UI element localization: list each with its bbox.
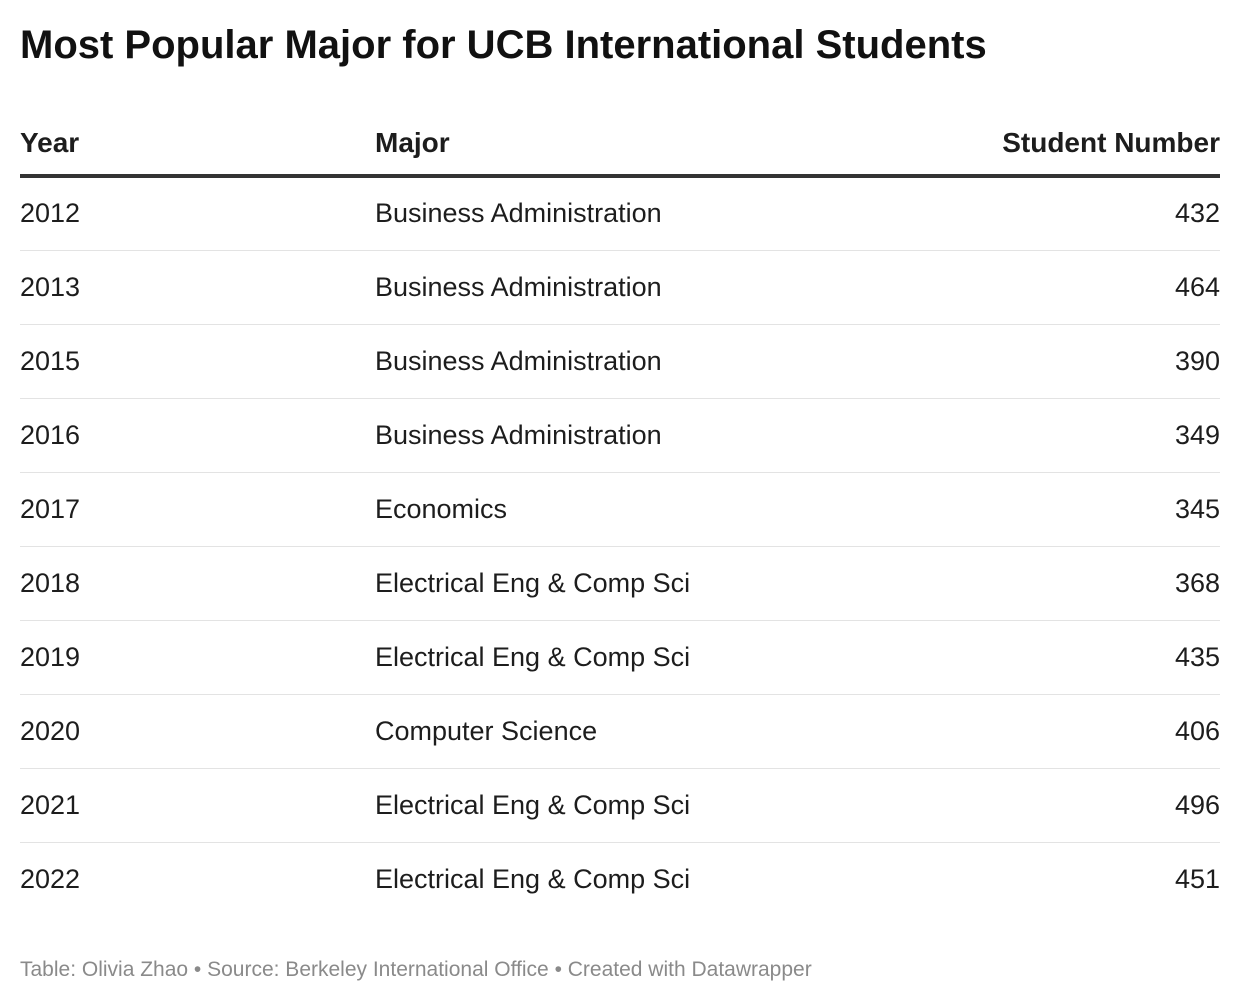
table-row: 2018 Electrical Eng & Comp Sci 368 <box>20 546 1220 621</box>
chart-title: Most Popular Major for UCB International… <box>20 23 987 67</box>
student-number-cell: 435 <box>920 620 1220 695</box>
student-number-cell: 349 <box>920 398 1220 473</box>
table-row: 2021 Electrical Eng & Comp Sci 496 <box>20 768 1220 843</box>
student-number-cell: 368 <box>920 546 1220 621</box>
column-header-year: Year <box>20 112 375 178</box>
table-row: 2020 Computer Science 406 <box>20 694 1220 769</box>
table-row: 2013 Business Administration 464 <box>20 250 1220 325</box>
major-cell: Electrical Eng & Comp Sci <box>375 546 920 621</box>
student-number-cell: 451 <box>1174 863 1220 894</box>
year-cell: 2015 <box>20 324 375 399</box>
student-number-cell: 390 <box>920 324 1220 399</box>
table-body: 2012 Business Administration 432 2013 Busine… <box>20 176 1220 916</box>
column-header-student-number: Student Number <box>920 112 1220 178</box>
major-cell: Business Administration <box>375 176 920 251</box>
year-cell: 2021 <box>20 768 375 843</box>
major-cell: Business Administration <box>375 398 920 473</box>
table-row: 2015 Business Administration 390 <box>20 324 1220 399</box>
major-cell: Electrical Eng & Comp Sci <box>375 620 920 695</box>
major-cell: Business Administration <box>375 250 920 325</box>
major-cell: Electrical Eng & Comp Sci <box>375 768 920 843</box>
table-row: 2016 Business Administration 349 <box>20 398 1220 473</box>
major-cell: Economics <box>375 472 920 547</box>
major-cell: Business Administration <box>375 324 920 399</box>
year-cell: 2016 <box>20 398 375 473</box>
student-number-cell: 464 <box>920 250 1220 325</box>
year-cell: 2012 <box>20 176 375 251</box>
year-cell: 2020 <box>20 694 375 769</box>
major-cell: Electrical Eng & Comp Sci <box>375 863 691 894</box>
year-cell: 2018 <box>20 546 375 621</box>
major-cell: Computer Science <box>375 694 920 769</box>
header-row: Year Major Student Number <box>20 112 1220 178</box>
student-number-cell: 432 <box>920 176 1220 251</box>
data-table: Year Major Student Number 2012 Business A… <box>20 112 1220 916</box>
student-number-cell: 406 <box>920 694 1220 769</box>
year-cell: 2022 <box>20 863 81 894</box>
table-row: 2019 Electrical Eng & Comp Sci 435 <box>20 620 1220 695</box>
student-number-cell: 345 <box>920 472 1220 547</box>
year-cell: 2013 <box>20 250 375 325</box>
student-number-cell: 496 <box>920 768 1220 843</box>
table-row: 2022 Electrical Eng & Comp Sci 451 <box>20 842 1220 916</box>
table-row: 2017 Economics 345 <box>20 472 1220 547</box>
source-footer: Table: Olivia Zhao • Source: Berkeley In… <box>20 958 812 981</box>
column-header-major: Major <box>375 112 920 178</box>
year-cell: 2019 <box>20 620 375 695</box>
table-row: 2012 Business Administration 432 <box>20 176 1220 251</box>
year-cell: 2017 <box>20 472 375 547</box>
